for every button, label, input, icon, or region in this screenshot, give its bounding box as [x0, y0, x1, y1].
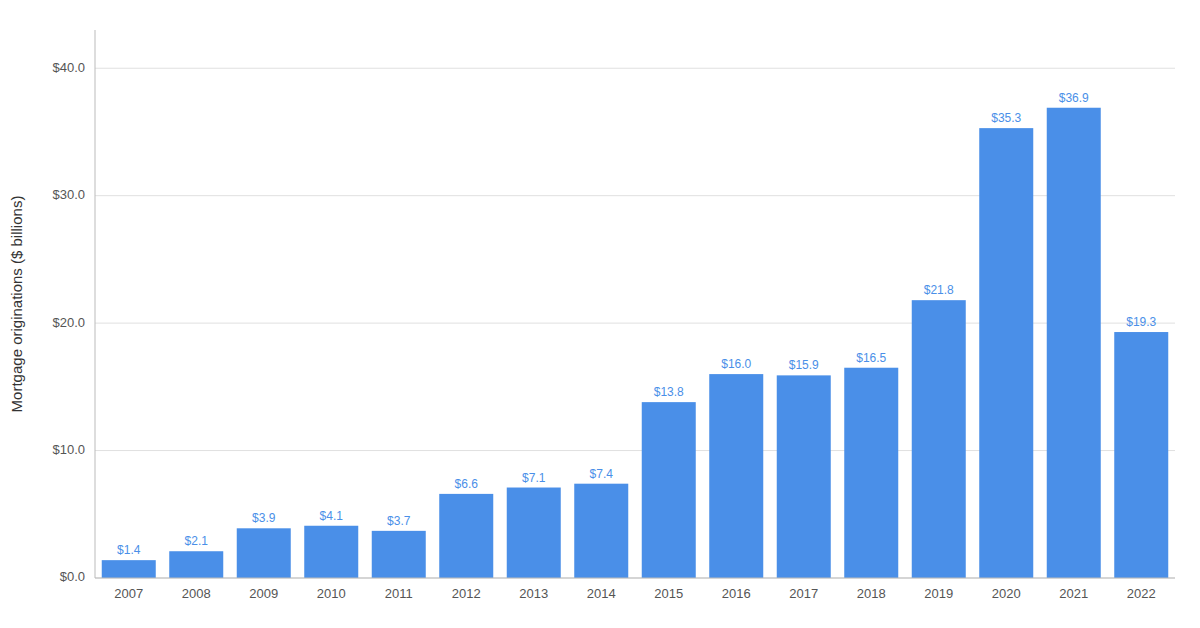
data-label: $7.1	[522, 471, 546, 485]
bar	[777, 375, 831, 578]
data-label: $1.4	[117, 543, 141, 557]
x-tick-label: 2007	[114, 586, 143, 601]
x-tick-label: 2017	[789, 586, 818, 601]
y-tick-label: $20.0	[52, 315, 85, 330]
x-tick-label: 2012	[452, 586, 481, 601]
data-label: $7.4	[590, 467, 614, 481]
x-tick-label: 2016	[722, 586, 751, 601]
bar	[979, 128, 1033, 578]
y-tick-label: $40.0	[52, 60, 85, 75]
data-label: $35.3	[991, 111, 1021, 125]
x-tick-label: 2013	[519, 586, 548, 601]
grid-line	[95, 68, 1175, 69]
x-tick-label: 2020	[992, 586, 1021, 601]
bar	[709, 374, 763, 578]
bar	[102, 560, 156, 578]
bar	[372, 531, 426, 578]
bar	[1114, 332, 1168, 578]
bar	[169, 551, 223, 578]
bar	[912, 300, 966, 578]
bar	[507, 488, 561, 578]
x-tick-label: 2021	[1059, 586, 1088, 601]
x-tick-label: 2018	[857, 586, 886, 601]
bar	[1047, 108, 1101, 578]
y-axis-label: Mortgage originations ($ billions)	[8, 196, 25, 413]
data-label: $19.3	[1126, 315, 1156, 329]
data-label: $21.8	[924, 283, 954, 297]
y-tick-label: $30.0	[52, 187, 85, 202]
x-tick-label: 2011	[385, 586, 413, 601]
x-tick-label: 2014	[587, 586, 616, 601]
bar	[844, 368, 898, 578]
x-tick-label: 2010	[317, 586, 346, 601]
data-label: $6.6	[455, 477, 479, 491]
data-label: $15.9	[789, 358, 819, 372]
data-label: $13.8	[654, 385, 684, 399]
grid-line	[95, 578, 1175, 579]
bar	[574, 484, 628, 578]
data-label: $16.0	[721, 357, 751, 371]
bars	[102, 108, 1169, 578]
y-tick-label: $10.0	[52, 442, 85, 457]
data-label: $36.9	[1059, 91, 1089, 105]
x-tick-label: 2015	[654, 586, 683, 601]
x-tick-label: 2022	[1127, 586, 1156, 601]
x-tick-label: 2019	[924, 586, 953, 601]
data-label: $16.5	[856, 351, 886, 365]
x-tick-label: 2008	[182, 586, 211, 601]
chart-svg: $0.0 $10.0 $20.0 $30.0 $40.0 $1.4 $2.1 $3.9 $4.1…	[0, 0, 1200, 628]
x-tick-label: 2009	[249, 586, 278, 601]
bar	[304, 526, 358, 578]
data-label: $3.9	[252, 511, 276, 525]
y-grid	[95, 68, 1175, 578]
y-tick-label: $0.0	[60, 569, 85, 584]
x-axis-line	[95, 578, 1175, 579]
chart-container: $0.0 $10.0 $20.0 $30.0 $40.0 $1.4 $2.1 $3.9 $4.1…	[0, 0, 1200, 628]
bar	[642, 402, 696, 578]
y-axis-line	[95, 30, 96, 578]
data-label: $3.7	[387, 514, 411, 528]
data-label: $4.1	[320, 509, 344, 523]
bar	[237, 528, 291, 578]
bar	[439, 494, 493, 578]
data-label: $2.1	[185, 534, 209, 548]
